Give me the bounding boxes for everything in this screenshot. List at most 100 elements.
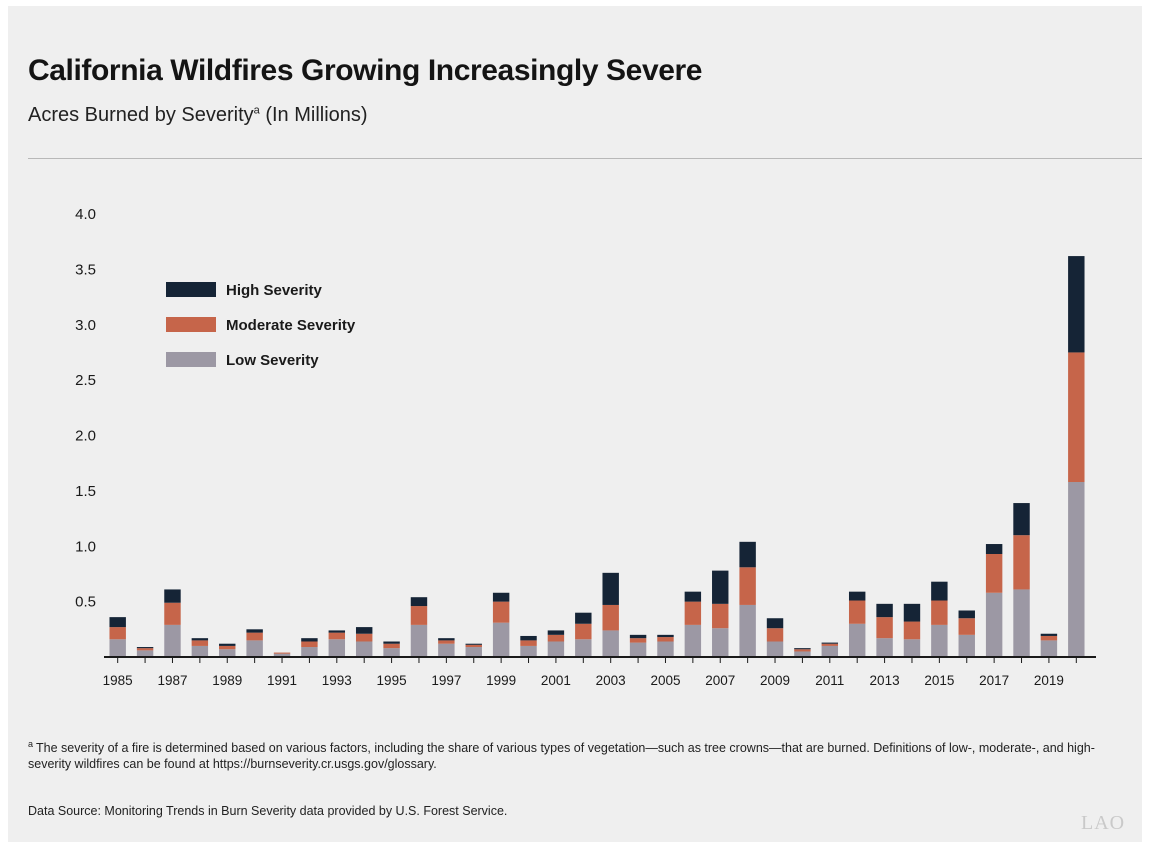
moderate-severitybar-2019 bbox=[1040, 635, 1058, 641]
high-severitybar-2019 bbox=[1040, 633, 1058, 636]
moderate-severitybar-2004 bbox=[629, 638, 647, 643]
high-severitybar-1988 bbox=[191, 638, 209, 641]
high-severitybar-2018 bbox=[1013, 503, 1030, 536]
high-severitybar-2002 bbox=[575, 612, 592, 624]
high-severitybar-2015 bbox=[931, 581, 948, 601]
low-severitybar-2006 bbox=[684, 624, 702, 657]
lao-logo: LAO bbox=[1081, 812, 1126, 834]
high-severitybar-2010 bbox=[794, 648, 811, 650]
data-source: Data Source: Monitoring Trends in Burn S… bbox=[28, 804, 508, 818]
moderate-severitybar-2007 bbox=[712, 603, 729, 629]
x-tick-label: 2003 bbox=[596, 673, 626, 688]
low-severitybar-2016 bbox=[958, 634, 975, 657]
low-severitybar-2013 bbox=[876, 638, 893, 657]
high-severitybar-2005 bbox=[657, 634, 674, 638]
high-severitybar-1992 bbox=[301, 638, 318, 642]
high-severitybar-1985 bbox=[109, 617, 126, 628]
moderate-severitybar-2001 bbox=[547, 634, 565, 642]
high-severitybar-1996 bbox=[410, 597, 428, 607]
title-divider bbox=[28, 158, 1142, 159]
x-tick-label: 1989 bbox=[212, 673, 242, 688]
moderate-severitybar-1994 bbox=[355, 633, 373, 642]
moderate-severitybar-1986 bbox=[136, 648, 154, 651]
low-severitybar-1989 bbox=[219, 649, 236, 657]
y-tick-label: 1.0 bbox=[75, 538, 96, 555]
chart-title: California Wildfires Growing Increasingl… bbox=[28, 54, 703, 87]
x-tick-label: 2009 bbox=[760, 673, 790, 688]
low-severitybar-2003 bbox=[602, 630, 619, 657]
low-severitybar-2004 bbox=[629, 642, 647, 657]
x-tick-label: 2001 bbox=[541, 673, 571, 688]
moderate-severitybar-1996 bbox=[410, 606, 428, 625]
moderate-severitybar-2014 bbox=[903, 621, 921, 640]
subtitle-suffix: (In Millions) bbox=[259, 104, 368, 126]
low-severitybar-2018 bbox=[1013, 589, 1030, 657]
low-severitybar-2020 bbox=[1068, 482, 1085, 657]
moderate-severitybar-2015 bbox=[931, 600, 948, 625]
low-severitybar-1986 bbox=[136, 650, 154, 657]
legend-label: High Severity bbox=[226, 282, 323, 299]
high-severitybar-2012 bbox=[848, 591, 866, 601]
y-tick-label: 4.0 bbox=[75, 206, 96, 223]
low-severitybar-1994 bbox=[355, 641, 373, 657]
x-tick-label: 1987 bbox=[157, 673, 187, 688]
low-severitybar-2007 bbox=[712, 628, 729, 657]
x-tick-label: 2017 bbox=[979, 673, 1009, 688]
high-severitybar-2013 bbox=[876, 603, 893, 618]
chart-subtitle: Acres Burned by Severitya (In Millions) bbox=[28, 104, 368, 127]
low-severitybar-2019 bbox=[1040, 640, 1058, 657]
y-tick-label: 2.0 bbox=[75, 428, 96, 445]
footnote-text: The severity of a fire is determined bas… bbox=[28, 741, 1095, 772]
moderate-severitybar-2017 bbox=[985, 554, 1003, 593]
x-tick-label: 1997 bbox=[431, 673, 461, 688]
moderate-severitybar-2008 bbox=[739, 567, 756, 605]
high-severitybar-2004 bbox=[629, 634, 647, 639]
moderate-severitybar-2006 bbox=[684, 601, 702, 625]
legend-swatch bbox=[166, 282, 216, 297]
low-severitybar-1985 bbox=[109, 639, 126, 657]
low-severitybar-2002 bbox=[575, 639, 592, 657]
low-severitybar-2005 bbox=[657, 641, 674, 657]
moderate-severitybar-1990 bbox=[246, 632, 263, 641]
x-tick-label: 2015 bbox=[924, 673, 954, 688]
x-tick-label: 1993 bbox=[322, 673, 352, 688]
moderate-severitybar-2013 bbox=[876, 617, 893, 639]
high-severitybar-2020 bbox=[1068, 256, 1085, 353]
high-severitybar-2001 bbox=[547, 630, 565, 635]
high-severitybar-2000 bbox=[520, 635, 537, 641]
moderate-severitybar-1988 bbox=[191, 640, 209, 646]
legend-label: Moderate Severity bbox=[226, 317, 356, 334]
chart-card: California Wildfires Growing Increasingl… bbox=[8, 6, 1142, 842]
low-severitybar-2012 bbox=[848, 623, 866, 657]
high-severitybar-1994 bbox=[355, 627, 373, 634]
moderate-severitybar-1999 bbox=[492, 601, 510, 623]
moderate-severitybar-2020 bbox=[1068, 352, 1085, 483]
high-severitybar-2017 bbox=[985, 544, 1003, 554]
stacked-bar-chart: 4.0 3.5 3.0 2.5 2.0 1.5 1.0 0.5 1985 1987 1989 1991… bbox=[75, 206, 1096, 688]
low-severitybar-2010 bbox=[794, 651, 811, 657]
low-severitybar-1999 bbox=[492, 622, 510, 657]
high-severitybar-2014 bbox=[903, 603, 921, 622]
high-severitybar-1989 bbox=[219, 643, 236, 646]
x-tick-label: 1985 bbox=[103, 673, 133, 688]
moderate-severitybar-1987 bbox=[164, 602, 181, 625]
moderate-severitybar-2018 bbox=[1013, 535, 1030, 590]
moderate-severitybar-1995 bbox=[383, 643, 400, 649]
high-severitybar-2007 bbox=[712, 570, 729, 604]
high-severitybar-1998 bbox=[465, 643, 482, 645]
y-tick-label: 3.0 bbox=[75, 317, 96, 334]
moderate-severitybar-2010 bbox=[794, 649, 811, 652]
low-severitybar-1996 bbox=[410, 624, 428, 657]
moderate-severitybar-2009 bbox=[766, 628, 784, 642]
moderate-severitybar-1993 bbox=[328, 632, 346, 640]
x-tick-label: 1999 bbox=[486, 673, 516, 688]
high-severitybar-2016 bbox=[958, 610, 975, 619]
x-tick-label: 2007 bbox=[705, 673, 735, 688]
high-severitybar-1995 bbox=[383, 641, 400, 644]
low-severitybar-1992 bbox=[301, 647, 318, 657]
low-severitybar-2011 bbox=[821, 645, 839, 657]
low-severitybar-1991 bbox=[273, 653, 291, 657]
high-severitybar-2008 bbox=[739, 541, 756, 568]
high-severitybar-1999 bbox=[492, 592, 510, 602]
high-severitybar-2003 bbox=[602, 572, 619, 605]
